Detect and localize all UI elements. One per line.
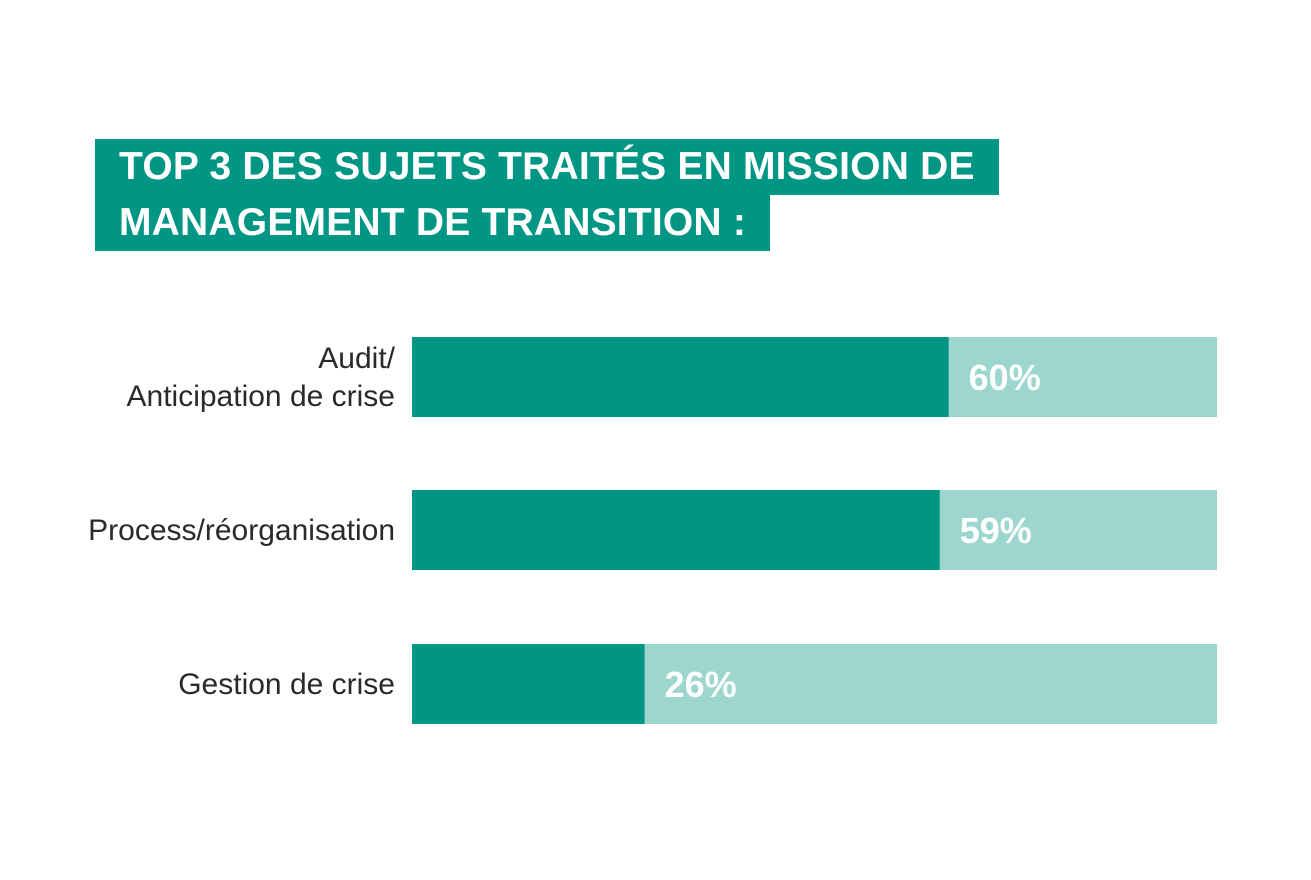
bar: [412, 337, 949, 417]
value-label: 59%: [960, 510, 1032, 551]
chart-title: TOP 3 DES SUJETS TRAITÉS EN MISSION DE M…: [95, 139, 999, 251]
value-label: 60%: [969, 357, 1041, 398]
category-label: Audit/: [318, 342, 395, 375]
bar: [412, 644, 645, 724]
chart-title-line-1: TOP 3 DES SUJETS TRAITÉS EN MISSION DE: [95, 139, 999, 195]
category-label: Gestion de crise: [178, 668, 395, 701]
bar: [412, 490, 940, 570]
value-label: 26%: [665, 664, 737, 705]
category-label: Anticipation de crise: [127, 380, 395, 413]
category-label: Process/réorganisation: [88, 514, 395, 547]
chart-title-line-2: MANAGEMENT DE TRANSITION :: [95, 195, 771, 251]
